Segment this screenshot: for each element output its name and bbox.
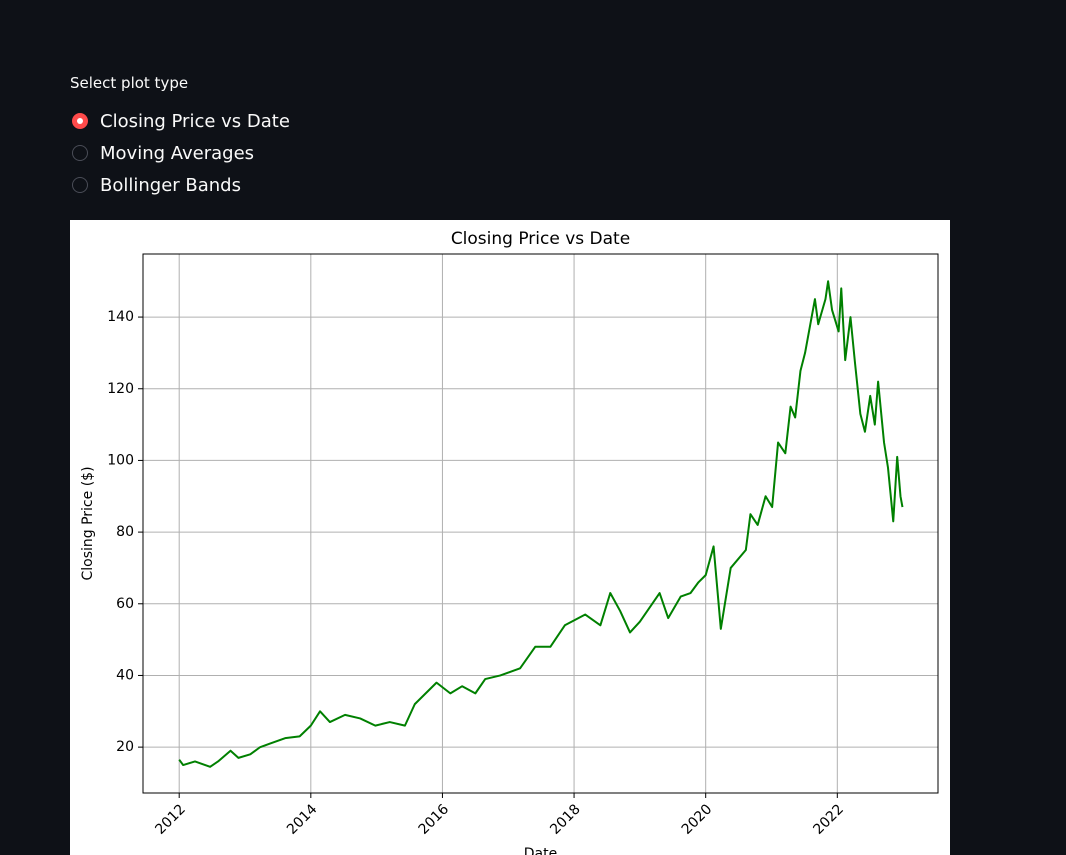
radio-option-label[interactable]: Bollinger Bands — [100, 174, 241, 196]
y-tick-label: 140 — [107, 309, 134, 325]
radio-option[interactable]: Bollinger Bands — [72, 173, 241, 197]
x-tick-label: 2016 — [416, 801, 453, 838]
radio-option[interactable]: Closing Price vs Date — [72, 109, 290, 133]
plot-frame — [142, 253, 939, 794]
chart: Closing Price vs Date 20 40 60 80 100 120 140 20… — [70, 220, 950, 855]
radio-option-label[interactable]: Moving Averages — [100, 142, 255, 164]
radio-circle[interactable] — [72, 145, 88, 161]
y-axis-label: Closing Price ($) — [80, 466, 96, 580]
radio-circle[interactable] — [72, 113, 88, 129]
chart-title: Closing Price vs Date — [451, 229, 630, 249]
y-tick-label: 60 — [116, 596, 134, 612]
x-tick-label: 2014 — [284, 801, 321, 838]
y-tick-label: 100 — [107, 452, 134, 468]
price-line — [178, 280, 904, 768]
radio-option-label[interactable]: Closing Price vs Date — [100, 110, 290, 132]
radio-circle[interactable] — [72, 177, 88, 193]
x-tick-label: 2020 — [679, 801, 716, 838]
x-axis-label: Date — [524, 846, 557, 855]
y-tick-label: 80 — [116, 524, 134, 540]
x-tick-label: 2022 — [810, 801, 847, 838]
radio-option[interactable]: Moving Averages — [72, 141, 254, 165]
radio-label: Select plot type — [70, 74, 189, 92]
y-tick-label: 20 — [116, 739, 134, 755]
y-tick-label: 120 — [107, 381, 134, 397]
y-tick-label: 40 — [116, 667, 134, 683]
x-tick-label: 2018 — [547, 801, 584, 838]
x-tick-label: 2012 — [152, 801, 189, 838]
